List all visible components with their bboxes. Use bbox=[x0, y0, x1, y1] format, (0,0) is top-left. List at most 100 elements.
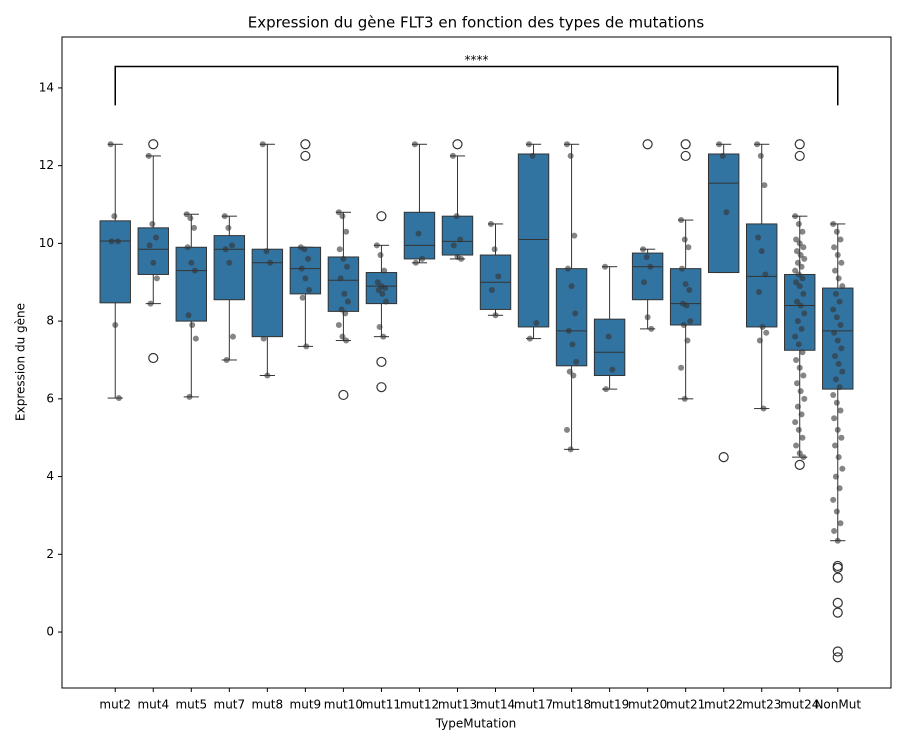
strip-point bbox=[716, 141, 723, 148]
strip-point bbox=[303, 343, 310, 350]
x-tick-label: mut14 bbox=[476, 698, 515, 712]
strip-point bbox=[647, 263, 654, 270]
outlier bbox=[832, 652, 843, 663]
strip-point bbox=[837, 407, 844, 414]
strip-point bbox=[185, 312, 192, 319]
strip-point bbox=[833, 314, 840, 321]
strip-point bbox=[792, 213, 799, 220]
strip-point bbox=[526, 335, 533, 342]
strip-point bbox=[794, 318, 801, 325]
strip-point bbox=[795, 341, 802, 348]
box bbox=[99, 220, 131, 304]
strip-point bbox=[719, 152, 726, 159]
strip-point bbox=[419, 255, 426, 262]
x-tick-label: mut20 bbox=[628, 698, 667, 712]
strip-point bbox=[342, 310, 349, 317]
strip-point bbox=[264, 372, 271, 379]
strip-point bbox=[225, 224, 232, 231]
strip-point bbox=[301, 246, 308, 253]
strip-point bbox=[153, 275, 160, 282]
strip-point bbox=[797, 388, 804, 395]
strip-point bbox=[145, 152, 152, 159]
strip-point bbox=[147, 300, 154, 307]
y-tick-label: 14 bbox=[39, 80, 54, 94]
x-tick-label: mut10 bbox=[324, 698, 363, 712]
strip-point bbox=[832, 290, 839, 297]
strip-point bbox=[834, 337, 841, 344]
box bbox=[593, 318, 626, 377]
strip-point bbox=[794, 403, 801, 410]
strip-point bbox=[114, 238, 121, 245]
outlier bbox=[300, 139, 311, 150]
strip-point bbox=[184, 244, 191, 251]
x-tick-label: mut24 bbox=[780, 698, 819, 712]
strip-point bbox=[525, 141, 532, 148]
y-tick-label: 2 bbox=[46, 547, 54, 561]
strip-point bbox=[799, 275, 806, 282]
strip-point bbox=[798, 263, 805, 270]
strip-point bbox=[111, 213, 118, 220]
strip-point bbox=[833, 228, 840, 235]
strip-point bbox=[306, 287, 313, 294]
strip-point bbox=[457, 236, 464, 243]
strip-point bbox=[153, 234, 160, 241]
strip-point bbox=[449, 152, 456, 159]
strip-point bbox=[187, 215, 194, 222]
strip-point bbox=[836, 485, 843, 492]
strip-point bbox=[341, 290, 348, 297]
outlier bbox=[794, 139, 805, 150]
strip-point bbox=[796, 450, 803, 457]
strip-point bbox=[340, 255, 347, 262]
strip-point bbox=[492, 312, 499, 319]
outlier bbox=[832, 597, 843, 608]
strip-point bbox=[838, 345, 845, 352]
strip-point bbox=[572, 310, 579, 317]
y-tick-label: 12 bbox=[39, 158, 54, 172]
strip-point bbox=[796, 283, 803, 290]
strip-point bbox=[799, 349, 806, 356]
strip-point bbox=[373, 242, 380, 249]
x-tick-label: mut9 bbox=[290, 698, 322, 712]
strip-point bbox=[792, 333, 799, 340]
plot-frame bbox=[61, 36, 892, 689]
strip-point bbox=[602, 263, 609, 270]
strip-point bbox=[757, 152, 764, 159]
strip-point bbox=[800, 372, 807, 379]
strip-point bbox=[684, 337, 691, 344]
strip-point bbox=[797, 252, 804, 259]
strip-point bbox=[335, 209, 342, 216]
strip-point bbox=[793, 236, 800, 243]
strip-point bbox=[680, 321, 687, 328]
box bbox=[669, 268, 702, 326]
strip-point bbox=[834, 252, 841, 259]
strip-point bbox=[832, 353, 839, 360]
strip-point bbox=[839, 465, 846, 472]
box bbox=[517, 153, 550, 328]
strip-point bbox=[343, 228, 350, 235]
strip-point bbox=[338, 306, 345, 313]
strip-point bbox=[837, 321, 844, 328]
strip-point bbox=[794, 259, 801, 266]
strip-point bbox=[839, 368, 846, 375]
strip-point bbox=[571, 232, 578, 239]
outlier bbox=[680, 139, 691, 150]
outlier bbox=[832, 562, 843, 574]
strip-point bbox=[835, 454, 842, 461]
outlier bbox=[642, 139, 653, 150]
x-tick-label: mut18 bbox=[552, 698, 591, 712]
outlier bbox=[832, 646, 843, 657]
x-tick-label: mut21 bbox=[666, 698, 705, 712]
strip-point bbox=[376, 323, 383, 330]
strip-point bbox=[837, 520, 844, 527]
outlier bbox=[376, 356, 387, 368]
strip-point bbox=[115, 395, 122, 402]
strip-point bbox=[640, 246, 647, 253]
outlier bbox=[376, 382, 387, 393]
strip-point bbox=[682, 281, 689, 288]
strip-point bbox=[831, 329, 838, 336]
significance-bracket bbox=[114, 65, 839, 106]
strip-point bbox=[678, 364, 685, 371]
strip-point bbox=[799, 228, 806, 235]
y-tick-label: 10 bbox=[39, 236, 54, 250]
